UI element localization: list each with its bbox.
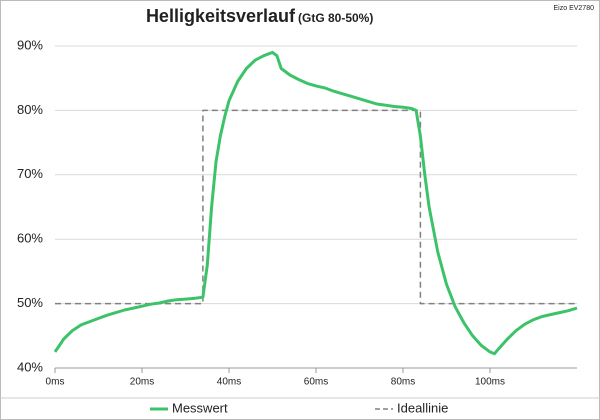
y-tick-label: 60% [17,231,43,246]
chart-subtitle: (GtG 80-50%) [298,11,373,25]
x-tick-label: 20ms [130,377,154,388]
y-tick-label: 40% [17,359,43,374]
x-tick-label: 80ms [391,377,415,388]
chart-title: Helligkeitsverlauf [146,6,296,26]
y-tick-label: 50% [17,295,43,310]
y-tick-label: 70% [17,166,43,181]
series-line [55,109,577,305]
series-line [53,50,578,356]
legend-label: Messwert [172,400,228,415]
annotation: Eizo EV2780 [554,5,595,12]
y-tick-label: 80% [17,102,43,117]
x-tick-label: 60ms [304,377,328,388]
x-tick-label: 100ms [475,377,505,388]
x-tick-label: 0ms [46,377,65,388]
legend-label: Ideallinie [397,400,448,415]
y-tick-label: 90% [17,37,43,52]
x-tick-label: 40ms [217,377,241,388]
